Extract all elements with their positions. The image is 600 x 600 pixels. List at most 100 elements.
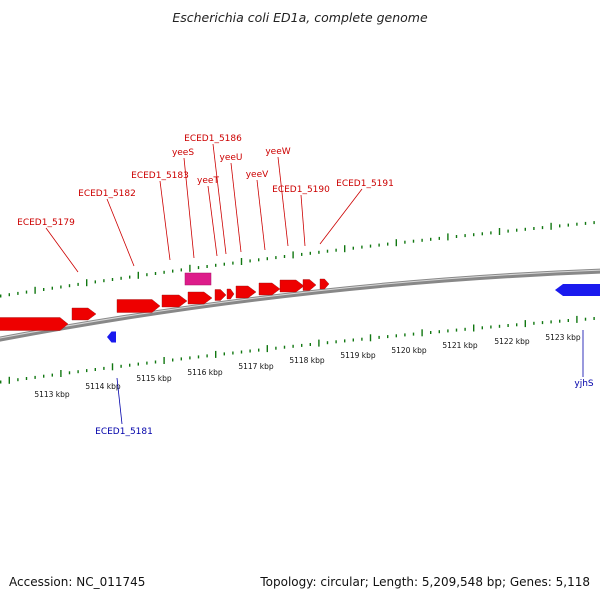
tick-mark [172, 358, 174, 362]
forward-gene-arrow[interactable] [226, 288, 235, 300]
tick-mark [369, 334, 372, 342]
tick-mark [473, 233, 475, 237]
reverse-gene-arrow[interactable] [555, 284, 600, 296]
forward-gene-arrow[interactable] [0, 317, 69, 331]
tick-mark [455, 235, 458, 238]
tick-mark [94, 280, 96, 284]
tick-mark [412, 332, 415, 336]
tick-mark [17, 291, 19, 295]
tick-mark [559, 319, 561, 323]
tick-mark [129, 363, 131, 367]
tick-mark [395, 334, 397, 338]
forward-gene-arrow[interactable] [235, 285, 257, 299]
tick-mark [498, 324, 501, 328]
tick-mark [378, 335, 380, 339]
forward-gene-arrow[interactable] [279, 279, 305, 293]
forward-gene-arrow[interactable] [71, 307, 97, 321]
tick-mark [344, 245, 346, 253]
tick-mark [335, 340, 337, 344]
tick-mark [232, 261, 234, 265]
scale-label: 5113 kbp [34, 390, 70, 399]
tick-mark [8, 293, 10, 297]
gene-label-lines [45, 143, 584, 425]
tick-mark [326, 341, 329, 345]
tick-mark [266, 345, 268, 353]
tick-mark [404, 240, 406, 244]
gene-leader-line [183, 157, 195, 259]
tick-mark [206, 354, 208, 358]
gene-label: yeeT [197, 176, 219, 186]
gene-label: yjhS [574, 379, 594, 389]
tick-mark [490, 325, 492, 329]
gene-label: ECED1_5181 [95, 427, 153, 437]
gene-glyphs [0, 272, 600, 343]
gene-label: ECED1_5190 [272, 185, 330, 195]
tick-mark [232, 351, 234, 355]
tick-mark [481, 326, 483, 330]
reverse-gene-arrow[interactable] [107, 331, 116, 343]
tick-mark [240, 258, 243, 265]
scale-label: 5115 kbp [136, 374, 172, 383]
gene-leader-line [159, 180, 171, 261]
tick-mark [498, 228, 501, 235]
tick-mark [387, 242, 389, 246]
gene-labels: ECED1_5179 ECED1_5182 ECED1_5183 yeeS ECED1_… [17, 134, 594, 437]
tick-mark [60, 285, 62, 289]
inner-tick-track [0, 315, 595, 384]
scale-label: 5120 kbp [391, 346, 427, 355]
accession-text: Accession: NC_011745 [9, 575, 146, 589]
tick-mark [524, 227, 526, 231]
tick-mark [206, 265, 208, 268]
tick-mark [524, 320, 526, 328]
forward-gene-arrow[interactable] [319, 278, 330, 290]
tick-mark [335, 248, 337, 252]
tick-mark [197, 266, 200, 270]
gene-leader-line [106, 198, 135, 267]
scale-label: 5119 kbp [340, 351, 376, 360]
tick-mark [361, 245, 363, 249]
tick-mark [430, 237, 432, 241]
tick-mark [258, 348, 260, 352]
forward-gene-arrow[interactable] [302, 279, 317, 291]
gene-label: ECED1_5179 [17, 218, 75, 228]
scale-label: 5122 kbp [494, 337, 530, 346]
tick-mark [60, 370, 62, 377]
tick-mark [387, 335, 389, 339]
tick-mark [120, 276, 122, 280]
tick-mark [421, 238, 423, 242]
rna-gene-box[interactable] [184, 272, 212, 286]
tick-mark [584, 317, 587, 321]
tick-mark [197, 355, 200, 359]
forward-gene-arrow[interactable] [116, 299, 161, 313]
tick-mark [103, 366, 105, 370]
tick-mark [516, 228, 518, 232]
forward-gene-arrow[interactable] [258, 282, 281, 296]
tick-mark [541, 226, 544, 230]
tick-mark [438, 330, 440, 334]
tick-mark [86, 369, 88, 373]
forward-gene-arrow[interactable] [161, 294, 188, 308]
genome-backbone [0, 268, 600, 342]
tick-mark [550, 222, 552, 230]
tick-mark [103, 279, 105, 283]
gene-leader-line [116, 377, 123, 425]
tick-mark [550, 320, 552, 324]
tick-mark [533, 227, 535, 230]
tick-mark [180, 357, 182, 361]
tick-mark [137, 362, 139, 366]
scale-label: 5116 kbp [187, 368, 223, 377]
tick-mark [481, 232, 483, 236]
tick-mark [438, 236, 440, 240]
gene-leader-line [230, 162, 242, 253]
tick-mark [395, 239, 397, 247]
gene-leader-line [207, 185, 218, 257]
forward-gene-arrow[interactable] [187, 291, 213, 305]
tick-mark [258, 258, 260, 262]
forward-gene-arrow[interactable] [214, 289, 227, 301]
tick-mark [77, 370, 79, 374]
tick-mark [129, 275, 131, 279]
tick-mark [25, 377, 28, 380]
tick-mark [146, 361, 148, 365]
tick-mark [318, 250, 320, 254]
